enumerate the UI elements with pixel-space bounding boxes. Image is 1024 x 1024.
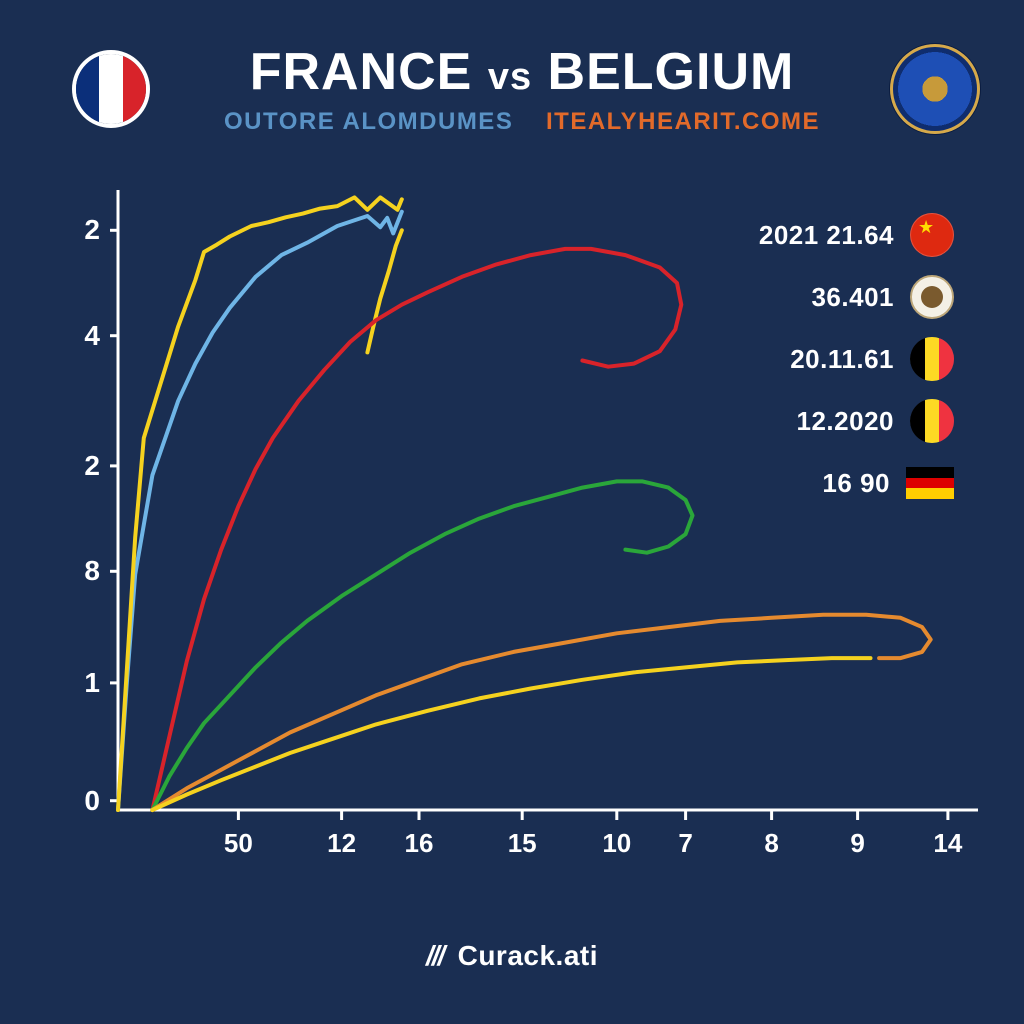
main-title: FRANCE vs BELGIUM <box>180 46 864 98</box>
x-tick-label: 15 <box>508 828 537 859</box>
x-tick-label: 9 <box>850 828 864 859</box>
y-tick-label: 2 <box>84 450 100 482</box>
legend-value: 16 90 <box>822 468 890 499</box>
series-blue <box>118 212 402 810</box>
series-red <box>152 249 681 810</box>
legend-flag-icon <box>910 213 954 257</box>
title-left: FRANCE <box>250 43 473 101</box>
y-axis-labels: 242810 <box>48 190 108 810</box>
x-tick-label: 16 <box>405 828 434 859</box>
legend-row: 20.11.61 <box>654 328 954 390</box>
y-tick-label: 2 <box>84 214 100 246</box>
x-tick-label: 14 <box>933 828 962 859</box>
legend-row: 36.401 <box>654 266 954 328</box>
title-right: BELGIUM <box>548 43 795 101</box>
legend-flag-icon <box>910 337 954 381</box>
legend-row: 2021 21.64 <box>654 204 954 266</box>
france-flag-icon <box>72 50 150 128</box>
infographic-canvas: FRANCE vs BELGIUM OUTORE ALOMDUMES ITEAL… <box>30 30 994 994</box>
subtitle: OUTORE ALOMDUMES ITEALYHEARIT.COME <box>180 108 864 136</box>
legend-value: 12.2020 <box>797 406 894 437</box>
series-orange <box>152 615 930 810</box>
legend: 2021 21.64 36.401 20.11.61 12.2020 16 90 <box>654 204 954 514</box>
legend-value: 20.11.61 <box>790 344 894 375</box>
crest-badge-icon <box>890 44 980 134</box>
footer-brand: /// Curack.ati <box>30 940 994 972</box>
x-tick-label: 7 <box>678 828 692 859</box>
x-tick-label: 12 <box>327 828 356 859</box>
subtitle-right: ITEALYHEARIT.COME <box>546 108 820 135</box>
legend-row: 16 90 <box>654 452 954 514</box>
y-tick-label: 4 <box>84 320 100 352</box>
legend-flag-icon <box>906 467 954 499</box>
x-axis-labels: 50 12 16 15 10 7 8 9 14 <box>118 822 978 862</box>
series-green <box>152 481 692 810</box>
x-tick-label: 8 <box>764 828 778 859</box>
legend-row: 12.2020 <box>654 390 954 452</box>
series-yellowtail <box>367 230 401 352</box>
legend-value: 36.401 <box>811 282 894 313</box>
legend-flag-icon <box>910 275 954 319</box>
title-vs: vs <box>488 56 532 98</box>
legend-value: 2021 21.64 <box>759 220 894 251</box>
series-yellow_lower <box>152 658 870 810</box>
y-tick-label: 0 <box>84 785 100 817</box>
x-tick-label: 10 <box>602 828 631 859</box>
x-tick-label: 50 <box>224 828 253 859</box>
brand-text: Curack.ati <box>458 940 598 971</box>
legend-flag-icon <box>910 399 954 443</box>
brand-mark-icon: /// <box>426 940 443 971</box>
subtitle-left: OUTORE ALOMDUMES <box>224 108 513 135</box>
series-yellow_upper <box>118 197 402 810</box>
y-tick-label: 1 <box>84 667 100 699</box>
y-tick-label: 8 <box>84 555 100 587</box>
header: FRANCE vs BELGIUM OUTORE ALOMDUMES ITEAL… <box>30 44 994 164</box>
